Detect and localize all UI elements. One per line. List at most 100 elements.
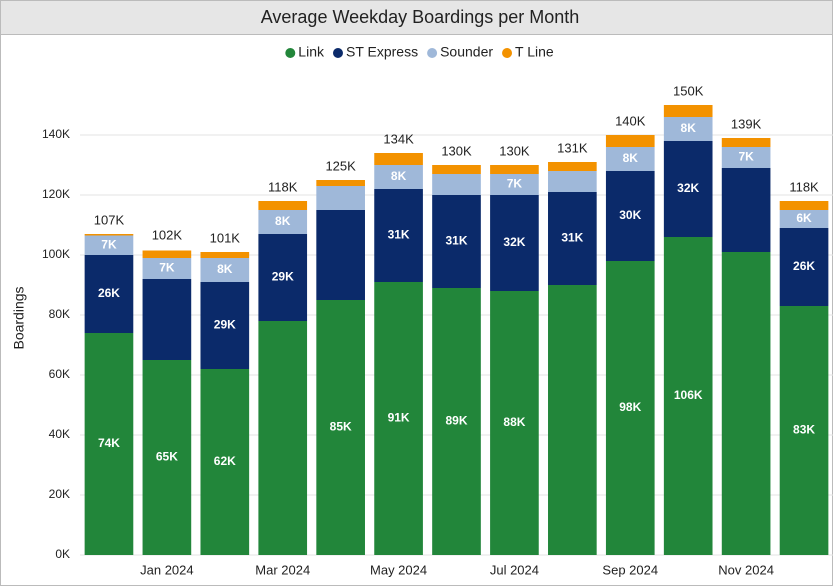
bar-segment: [374, 282, 423, 555]
legend-marker: [427, 48, 438, 58]
bar-segment: [490, 174, 539, 195]
y-tick-label: 120K: [42, 187, 70, 201]
legend-label: Link: [298, 44, 325, 60]
legend-label: Sounder: [440, 44, 493, 60]
legend-marker: [502, 48, 513, 58]
bar-segment: [779, 306, 829, 555]
bar-segment: [490, 291, 539, 555]
data-label: 30K: [619, 208, 641, 222]
data-label: 74K: [98, 436, 120, 450]
bar-segment: [84, 255, 134, 333]
x-tick-label: Nov 2024: [718, 562, 774, 577]
total-label: 107K: [94, 212, 125, 227]
bar-segment: [142, 279, 192, 360]
data-label: 7K: [159, 261, 175, 275]
data-label: 31K: [445, 234, 467, 248]
bar-segment: [374, 165, 423, 189]
y-axis-label: Boardings: [11, 286, 27, 349]
bar-segment: [548, 162, 597, 171]
data-label: 7K: [507, 177, 523, 191]
data-label: 29K: [214, 318, 236, 332]
bar-segment: [663, 117, 713, 141]
bar-segment: [548, 192, 597, 285]
bar-segment: [721, 147, 771, 168]
title-bar: [0, 0, 833, 35]
legend-marker: [332, 48, 343, 58]
bar-segment: [605, 261, 655, 555]
data-label: 32K: [677, 181, 699, 195]
bar-segment: [200, 282, 250, 369]
bar-segment: [258, 321, 308, 555]
bar-segment: [548, 285, 597, 555]
bar-segment: [432, 288, 481, 555]
data-label: 89K: [445, 414, 467, 428]
bar-segment: [779, 228, 829, 306]
bar-segment: [142, 250, 192, 258]
total-label: 139K: [731, 116, 762, 131]
y-tick-label: 140K: [42, 127, 70, 141]
total-label: 125K: [325, 158, 356, 173]
total-label: 134K: [383, 131, 414, 146]
x-tick-label: Jan 2024: [140, 562, 194, 577]
bar-segment: [432, 174, 481, 195]
data-label: 31K: [388, 228, 410, 242]
y-tick-label: 0K: [55, 547, 70, 561]
bar-segment: [258, 201, 308, 210]
bar-segment: [84, 333, 134, 555]
bar-segment: [200, 252, 250, 258]
bar-segment: [374, 189, 423, 282]
data-label: 7K: [738, 150, 754, 164]
bar-segment: [258, 234, 308, 321]
data-label: 98K: [619, 400, 641, 414]
data-label: 26K: [98, 286, 120, 300]
data-label: 32K: [503, 235, 525, 249]
data-label: 8K: [217, 262, 233, 276]
total-label: 131K: [557, 140, 588, 155]
bar-segment: [316, 180, 365, 186]
bar-segment: [663, 237, 713, 555]
y-tick-label: 40K: [49, 427, 70, 441]
data-label: 65K: [156, 450, 178, 464]
bar-segment: [200, 369, 250, 555]
bar-segment: [663, 105, 713, 117]
bar-segment: [548, 171, 597, 192]
data-label: 85K: [330, 420, 352, 434]
bar-segment: [490, 165, 539, 174]
data-label: 8K: [391, 169, 407, 183]
bar-segment: [721, 252, 771, 555]
legend-label: T Line: [515, 44, 554, 60]
bar-segment: [663, 141, 713, 237]
bar-segment: [779, 210, 829, 228]
bar-segment: [374, 153, 423, 165]
bar-segment: [142, 258, 192, 279]
x-tick-label: May 2024: [370, 562, 427, 577]
bar-segment: [258, 210, 308, 234]
bar-segment: [200, 258, 250, 282]
total-label: 130K: [499, 143, 530, 158]
legend-marker: [285, 48, 296, 58]
data-label: 91K: [388, 411, 410, 425]
data-label: 29K: [272, 270, 294, 284]
bar-segment: [432, 165, 481, 174]
bar-segment: [316, 300, 365, 555]
data-label: 62K: [214, 454, 236, 468]
data-label: 26K: [793, 259, 815, 273]
data-label: 7K: [101, 237, 117, 251]
data-label: 83K: [793, 423, 815, 437]
bar-segment: [316, 186, 365, 210]
total-label: 140K: [615, 113, 646, 128]
data-label: 106K: [674, 388, 703, 402]
bar-segment: [605, 171, 655, 261]
total-label: 118K: [789, 179, 819, 194]
bar-segment: [721, 138, 771, 147]
bar-segment: [605, 135, 655, 147]
bar-segment: [490, 195, 539, 291]
bar-segment: [432, 195, 481, 288]
data-label: 31K: [561, 231, 583, 245]
data-label: 8K: [681, 121, 697, 135]
total-label: 130K: [441, 143, 472, 158]
total-label: 150K: [673, 83, 704, 98]
bar-segment: [605, 147, 655, 171]
bar-segment: [84, 234, 134, 236]
